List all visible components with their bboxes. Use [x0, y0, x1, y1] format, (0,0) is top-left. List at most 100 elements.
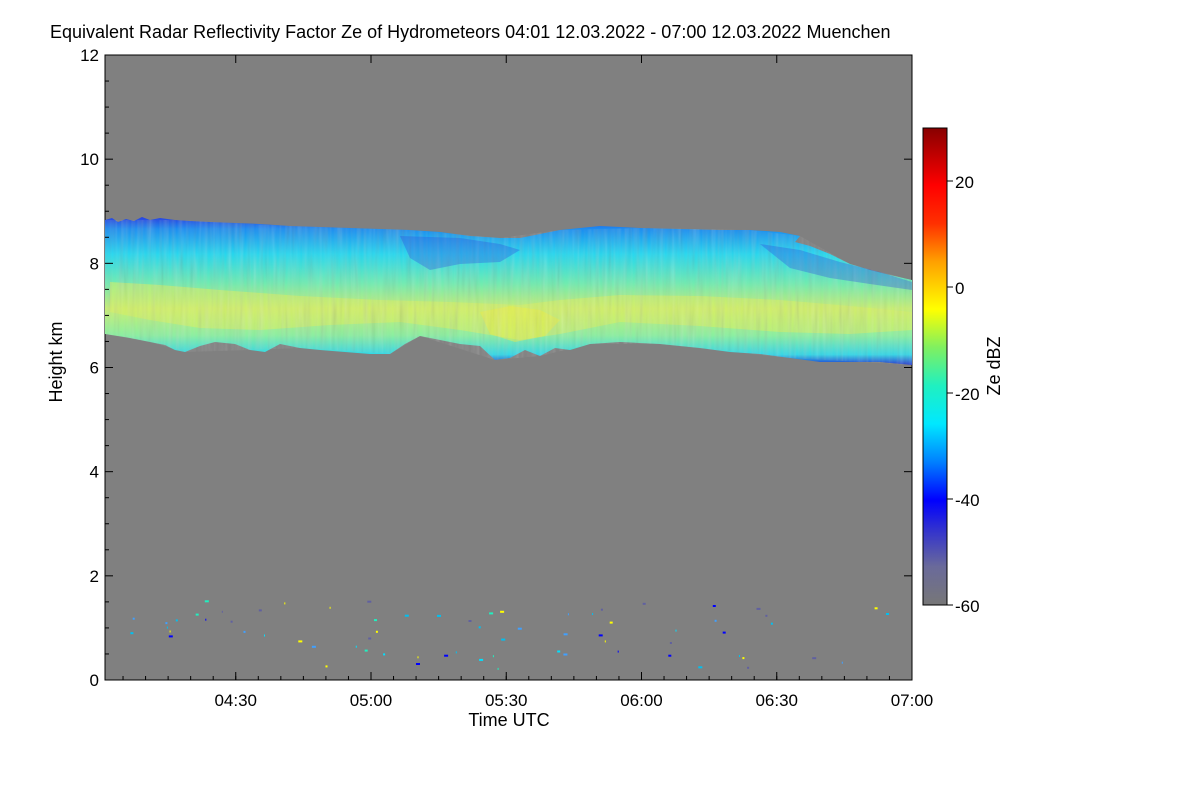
- clutter-echo: [517, 627, 522, 630]
- clutter-echo: [455, 651, 457, 654]
- clutter-echo: [500, 610, 505, 613]
- clutter-echo: [747, 666, 750, 669]
- clutter-echo: [175, 619, 178, 622]
- clutter-echo: [812, 657, 817, 660]
- clutter-echo: [168, 635, 173, 638]
- colorbar-tick-label: 20: [955, 173, 974, 192]
- clutter-echo: [404, 614, 409, 617]
- clutter-echo: [722, 631, 726, 634]
- clutter-echo: [166, 626, 168, 629]
- clutter-echo: [169, 630, 171, 633]
- x-tick-label: 05:00: [350, 691, 393, 710]
- cloud-texture: [105, 220, 912, 365]
- colorbar: -60 -40 -20 0 20 Ze dBZ: [922, 127, 1004, 616]
- clutter-echo: [714, 619, 717, 622]
- clutter-echo: [364, 649, 368, 652]
- colorbar-tick-label: -20: [955, 385, 980, 404]
- clutter-echo: [367, 600, 372, 603]
- clutter-echo: [874, 607, 878, 610]
- clutter-echo: [567, 613, 569, 616]
- y-tick-label: 0: [90, 671, 99, 690]
- clutter-echo: [416, 663, 420, 665]
- clutter-echo: [374, 619, 377, 622]
- x-tick-label: 04:30: [214, 691, 257, 710]
- x-tick-label: 07:00: [891, 691, 934, 710]
- y-axis-title: Height km: [46, 321, 66, 402]
- clutter-echo: [742, 657, 745, 660]
- y-axis: 0 2 4 6 8 10 12: [80, 46, 912, 690]
- y-tick-label: 8: [90, 254, 99, 273]
- cloud-top-band-right: [760, 244, 912, 290]
- y-tick-label: 6: [90, 359, 99, 378]
- low-level-echoes: [130, 600, 889, 670]
- clutter-echo: [298, 640, 303, 643]
- clutter-echo: [264, 634, 265, 637]
- clutter-echo: [609, 621, 613, 624]
- y-tick-label: 12: [80, 46, 99, 65]
- colorbar-tick-label: -60: [955, 597, 980, 616]
- clutter-echo: [698, 666, 703, 669]
- clutter-echo: [598, 634, 603, 637]
- clutter-echo: [417, 656, 419, 659]
- x-tick-label: 06:00: [620, 691, 663, 710]
- clutter-echo: [195, 613, 199, 616]
- clutter-echo: [675, 629, 677, 632]
- clutter-echo: [765, 614, 768, 617]
- clutter-echo: [642, 602, 646, 605]
- clutter-echo: [592, 613, 594, 615]
- clutter-echo: [383, 653, 386, 656]
- clutter-echo: [165, 622, 168, 625]
- colorbar-tick-label: 0: [955, 279, 964, 298]
- clutter-echo: [492, 655, 494, 658]
- x-tick-label: 06:30: [755, 691, 798, 710]
- x-tick-label: 05:30: [485, 691, 528, 710]
- clutter-echo: [132, 617, 135, 620]
- clutter-echo: [368, 637, 372, 640]
- clutter-echo: [604, 640, 606, 643]
- clutter-echo: [258, 609, 262, 612]
- colorbar-label: Ze dBZ: [984, 336, 1004, 395]
- clutter-echo: [325, 665, 328, 668]
- plot-area: [104, 54, 913, 681]
- clutter-echo: [444, 654, 449, 657]
- clutter-echo: [355, 645, 357, 648]
- clutter-echo: [668, 654, 672, 657]
- x-axis: 04:30 05:00 05:30 06:00 06:30 07:00: [122, 55, 934, 710]
- clutter-echo: [479, 658, 484, 661]
- clutter-echo: [600, 608, 603, 611]
- clutter-echo: [375, 630, 378, 633]
- clutter-echo: [617, 650, 619, 653]
- clutter-echo: [557, 650, 561, 653]
- clutter-echo: [284, 602, 286, 605]
- clutter-echo: [886, 613, 889, 615]
- clutter-echo: [669, 642, 672, 644]
- clutter-echo: [204, 600, 209, 603]
- clutter-echo: [563, 633, 568, 636]
- clutter-echo: [311, 645, 316, 648]
- colorbar-ticks: -60 -40 -20 0 20: [947, 173, 980, 616]
- clutter-echo: [501, 638, 506, 641]
- clutter-echo: [130, 632, 134, 635]
- cloud-top-band: [400, 236, 520, 270]
- clutter-echo: [712, 605, 716, 607]
- clutter-echo: [756, 607, 761, 610]
- x-axis-title: Time UTC: [468, 710, 549, 730]
- chart-title: Equivalent Radar Reflectivity Factor Ze …: [50, 22, 891, 42]
- colorbar-tick-label: -40: [955, 491, 980, 510]
- y-tick-label: 2: [90, 567, 99, 586]
- cloud-layer: [105, 217, 912, 365]
- clutter-echo: [497, 667, 499, 670]
- clutter-echo: [243, 630, 246, 633]
- clutter-echo: [563, 653, 568, 656]
- clutter-echo: [230, 620, 233, 623]
- clutter-echo: [478, 626, 481, 629]
- clutter-echo: [489, 612, 494, 615]
- clutter-echo: [739, 655, 740, 657]
- clutter-echo: [329, 606, 331, 609]
- clutter-echo: [841, 661, 843, 664]
- y-tick-label: 10: [80, 150, 99, 169]
- clutter-echo: [468, 620, 472, 622]
- clutter-echo: [770, 622, 773, 625]
- clutter-echo: [221, 610, 223, 613]
